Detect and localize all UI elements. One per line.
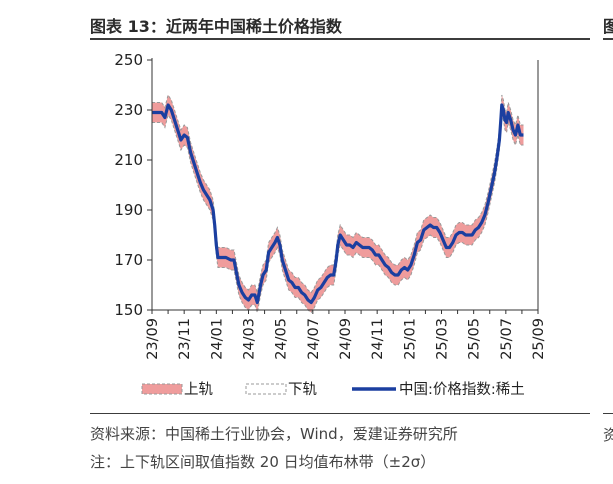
legend-upper-swatch [141,383,183,395]
index-series-line [152,103,524,305]
x-tick-label: 25/09 [531,318,547,360]
x-tick-label: 24/05 [274,318,290,360]
figure-title: 图表 13：近两年中国稀土价格指数 [90,17,342,36]
next-source-fragment: 资 [603,426,613,444]
lower-band-line [152,113,524,314]
x-tick-label: 24/11 [370,318,386,360]
x-tick-label: 25/07 [499,318,515,360]
chart-axes: 150 170 190 210 230 250 23/09 23/11 24/01 24/03 24… [114,51,547,360]
band-note: 注：上下轨区间取值指数 20 日均值布林带（±2σ） [90,453,436,471]
legend-lower-swatch [245,383,287,395]
band-fill [152,95,524,313]
x-tick-label: 25/03 [435,318,451,360]
x-tick-label: 24/01 [209,318,225,360]
legend-lower-label: 下轨 [288,381,317,398]
next-figure-title-fragment: 图 [603,17,613,36]
next-footer-divider [603,413,613,414]
legend-upper-label: 上轨 [184,381,213,398]
y-tick-label: 150 [114,301,143,319]
x-tick-label: 25/05 [467,318,483,360]
title-divider [90,38,590,40]
chart-legend: 上轨 下轨 中国:价格指数:稀土 [141,381,525,398]
legend-index-label: 中国:价格指数:稀土 [399,381,525,398]
upper-band-line [152,93,524,294]
rare-earth-price-chart: 150 170 190 210 230 250 23/09 23/11 24/01 24/03 24… [114,51,547,398]
x-tick-label: 23/11 [177,318,193,360]
x-tick-label: 24/09 [338,318,354,360]
y-tick-label: 230 [114,101,143,119]
x-tick-label: 23/09 [145,318,161,360]
footer-divider [90,413,590,414]
next-figure-divider [603,38,613,40]
source-note: 资料来源：中国稀土行业协会，Wind，爱建证券研究所 [90,425,458,443]
x-tick-label: 25/01 [402,318,418,360]
index-line-layer [152,103,524,305]
x-tick-label: 24/07 [306,318,322,360]
bollinger-band-area [152,93,524,314]
y-tick-label: 190 [114,201,143,219]
y-tick-label: 210 [114,151,143,169]
y-tick-label: 170 [114,251,143,269]
y-tick-label: 250 [114,51,143,69]
x-tick-label: 24/03 [242,318,258,360]
